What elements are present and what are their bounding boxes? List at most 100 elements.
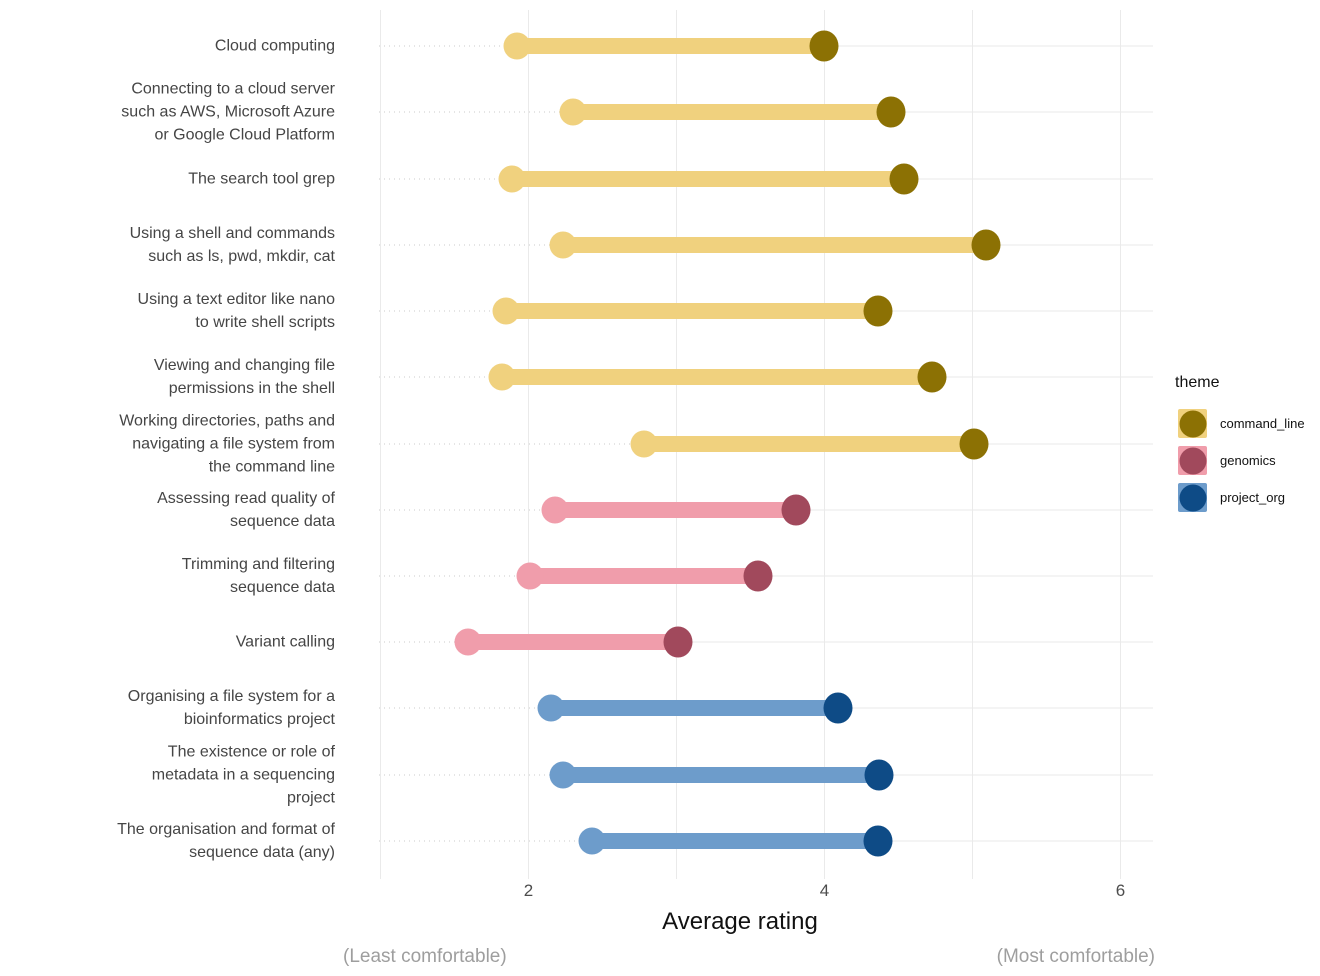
dumbbell-dot-start <box>454 628 482 656</box>
row-guide-solid <box>904 178 1153 180</box>
row-guide-solid <box>837 707 1153 709</box>
y-axis-label: Viewing and changing file permissions in … <box>154 354 335 400</box>
dumbbell-dot-start <box>503 32 531 60</box>
y-axis-label: Connecting to a cloud server such as AWS,… <box>121 78 335 147</box>
dumbbell-dot-end <box>863 295 893 327</box>
y-axis-label-line: bioinformatics project <box>183 711 335 729</box>
y-axis-label-line: The organisation and format of <box>117 820 335 838</box>
dumbbell-dot-end <box>823 692 853 724</box>
row-guide-solid <box>877 310 1153 312</box>
dumbbell-dot-end <box>889 163 919 195</box>
legend-key-dot <box>1179 410 1206 437</box>
row-guide-solid <box>877 840 1153 842</box>
dumbbell-segment <box>572 104 892 121</box>
row-guide-solid <box>879 774 1153 776</box>
dumbbell-segment <box>562 236 986 253</box>
row-guide-dotted <box>379 641 468 643</box>
y-axis-label-line: such as AWS, Microsoft Azure <box>121 103 335 121</box>
y-axis-label-line: Assessing read quality of <box>157 489 335 507</box>
y-axis-label-line: Cloud computing <box>214 37 335 55</box>
row-guide-dotted <box>379 774 563 776</box>
y-axis-label-line: Using a text editor like nano <box>137 291 335 309</box>
legend-key-dot <box>1179 484 1206 511</box>
y-axis-label-line: Organising a file system for a <box>127 688 335 706</box>
row-guide-solid <box>932 376 1153 378</box>
row-guide-solid <box>891 111 1153 113</box>
dumbbell-dot-end <box>781 494 811 526</box>
legend: theme command_line genomics project_org <box>1175 374 1305 516</box>
row-guide-solid <box>824 45 1153 47</box>
y-axis-label: Assessing read quality of sequence data <box>157 487 335 533</box>
x-axis-captions: (Least comfortable) (Most comfortable) <box>343 946 1155 968</box>
dumbbell-segment <box>562 766 880 783</box>
x-tick-label-6: 6 <box>1115 881 1126 900</box>
legend-key <box>1178 446 1207 475</box>
gridline-x-1 <box>380 10 382 879</box>
row-guide-dotted <box>379 509 556 511</box>
y-axis-label-line: Using a shell and commands <box>129 224 335 242</box>
row-guide-solid <box>677 641 1153 643</box>
x-axis-tick-labels: 2 4 6 <box>379 881 1153 903</box>
row-guide-dotted <box>379 244 563 246</box>
dumbbell-dot-start <box>488 363 516 391</box>
legend-entries: command_line genomics project_org <box>1178 405 1305 516</box>
y-axis-label-line: or Google Cloud Platform <box>154 126 335 144</box>
y-axis-label-line: Trimming and filtering <box>181 555 335 573</box>
dumbbell-segment <box>467 634 678 651</box>
y-axis-label-line: navigating a file system from <box>132 435 335 452</box>
legend-entry-project_org: project_org <box>1178 479 1305 516</box>
dumbbell-segment <box>501 369 933 386</box>
y-axis-label-line: sequence data <box>230 512 335 530</box>
y-axis-label-line: The existence or role of <box>167 743 335 761</box>
y-axis-label-line: Working directories, paths and <box>119 412 335 429</box>
legend-entry-command_line: command_line <box>1178 405 1305 442</box>
dumbbell-segment <box>506 303 878 320</box>
y-axis-label: Working directories, paths and navigating… <box>119 409 335 478</box>
y-axis-label-line: sequence data (any) <box>189 843 335 861</box>
dumbbell-segment <box>643 435 974 452</box>
dumbbell-dot-start <box>541 496 569 524</box>
legend-key <box>1178 409 1207 438</box>
y-axis-label-line: metadata in a sequencing <box>151 766 335 784</box>
x-tick-label-2: 2 <box>523 881 534 900</box>
dumbbell-dot-start <box>516 562 544 590</box>
dumbbell-dot-end <box>743 560 773 592</box>
dumbbell-segment <box>555 501 797 518</box>
dumbbell-dot-end <box>864 759 894 791</box>
row-guide-dotted <box>379 178 513 180</box>
y-axis-label-line: sequence data <box>230 578 335 596</box>
legend-key-dot <box>1179 447 1206 474</box>
dumbbell-dot-end <box>863 825 893 857</box>
y-axis-label: Trimming and filtering sequence data <box>182 553 335 599</box>
y-axis-label: The search tool grep <box>188 167 335 190</box>
y-axis-label: The existence or role of metadata in a se… <box>152 740 335 809</box>
y-axis-label-line: such as ls, pwd, mkdir, cat <box>148 247 335 265</box>
y-axis-label: Using a text editor like nano to write sh… <box>138 288 335 334</box>
dumbbell-dot-end <box>809 30 839 62</box>
dumbbell-segment <box>512 170 905 187</box>
y-axis-label: Cloud computing <box>215 35 335 58</box>
row-guide-dotted <box>379 575 530 577</box>
y-axis-label-line: the command line <box>208 458 335 475</box>
y-axis-label: Variant calling <box>236 631 335 654</box>
dumbbell-dot-start <box>630 430 658 457</box>
caption-least-comfortable: (Least comfortable) <box>343 946 507 967</box>
row-guide-solid <box>985 244 1153 246</box>
x-tick-label-4: 4 <box>819 881 830 900</box>
dumbbell-segment <box>550 700 838 717</box>
row-guide-dotted <box>379 707 551 709</box>
dumbbell-dot-end <box>663 626 693 658</box>
dumbbell-segment <box>516 38 825 55</box>
legend-label: command_line <box>1220 416 1305 431</box>
row-guide-dotted <box>379 443 644 444</box>
y-axis-label: The organisation and format of sequence d… <box>117 818 335 864</box>
dumbbell-dot-start <box>498 165 526 193</box>
dumbbell-dot-end <box>917 361 947 393</box>
y-axis-label-line: Variant calling <box>235 633 335 651</box>
row-guide-dotted <box>379 840 593 842</box>
gridline-x-2 <box>528 10 530 879</box>
dumbbell-dot-start <box>492 297 520 325</box>
x-axis-title: Average rating <box>662 908 818 935</box>
legend-key <box>1178 483 1207 512</box>
